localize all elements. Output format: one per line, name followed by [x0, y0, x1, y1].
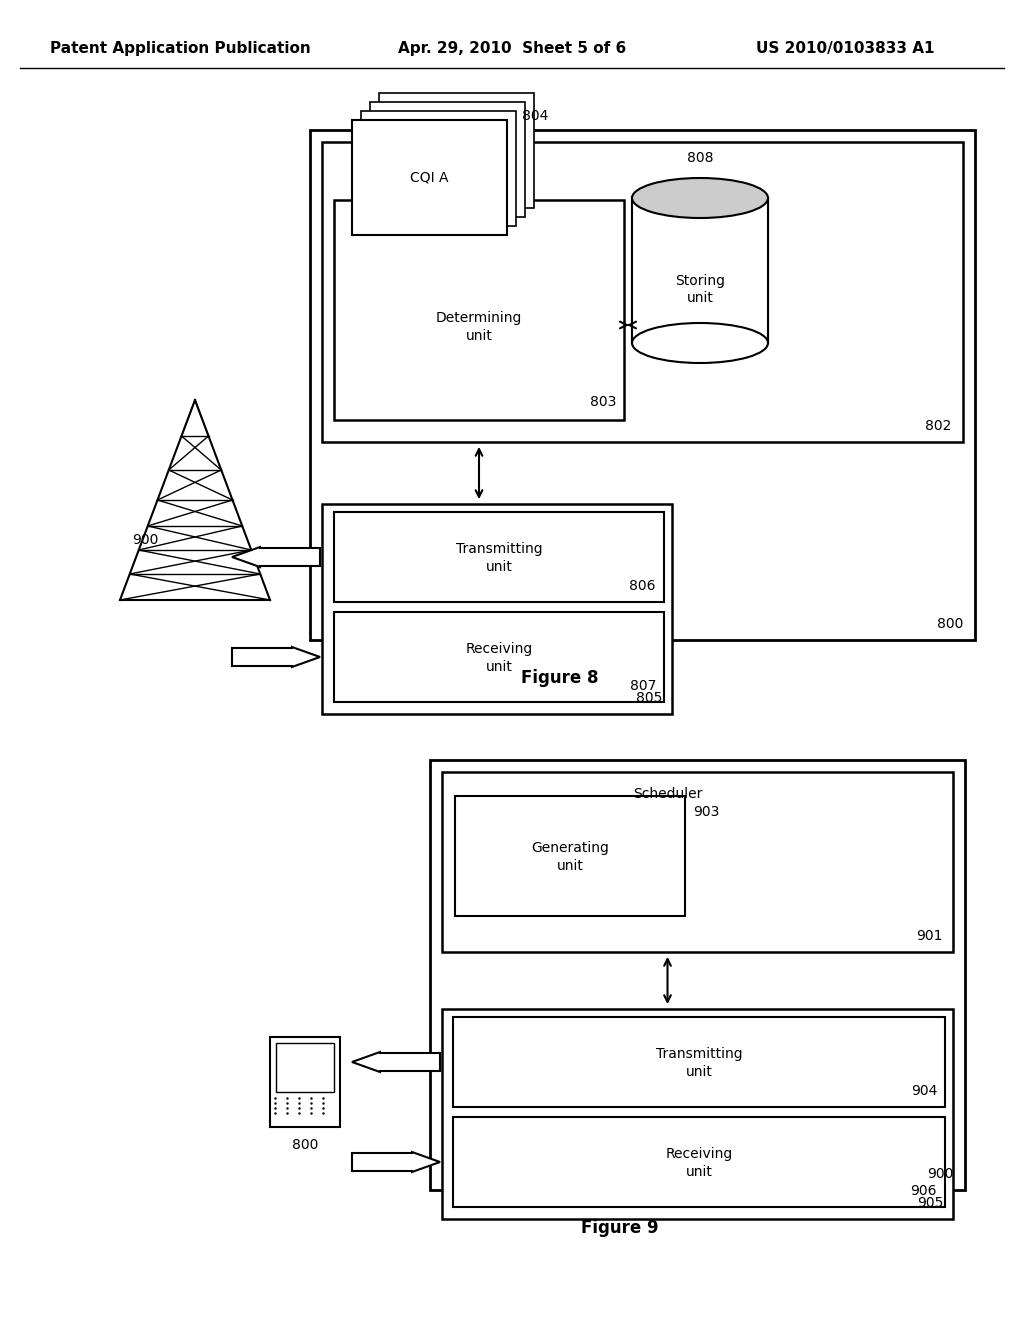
Text: Transmitting: Transmitting	[655, 1047, 742, 1061]
Bar	[430, 760, 965, 1191]
Text: 806: 806	[630, 579, 656, 593]
Text: 904: 904	[910, 1084, 937, 1098]
Bar	[370, 102, 525, 216]
Text: 802: 802	[925, 418, 951, 433]
Bar	[379, 92, 534, 209]
Polygon shape	[232, 647, 319, 667]
Bar	[322, 504, 672, 714]
Bar	[352, 120, 507, 235]
Polygon shape	[352, 1052, 440, 1072]
Text: Generating: Generating	[531, 841, 609, 855]
Text: 800: 800	[292, 1138, 318, 1152]
Bar	[310, 129, 975, 640]
Text: Patent Application Publication: Patent Application Publication	[49, 41, 310, 55]
Bar	[334, 201, 624, 420]
Text: Apr. 29, 2010  Sheet 5 of 6: Apr. 29, 2010 Sheet 5 of 6	[398, 41, 626, 55]
Bar	[276, 1043, 334, 1092]
Text: unit: unit	[685, 1065, 713, 1078]
Polygon shape	[352, 1152, 440, 1172]
Text: Scheduler: Scheduler	[633, 787, 702, 801]
Text: unit: unit	[686, 292, 714, 305]
Text: 807: 807	[630, 678, 656, 693]
Bar	[455, 796, 685, 916]
Text: Storing: Storing	[675, 273, 725, 288]
Text: unit: unit	[485, 560, 512, 574]
Ellipse shape	[632, 323, 768, 363]
Text: 803: 803	[590, 395, 616, 409]
Ellipse shape	[632, 178, 768, 218]
Text: 900: 900	[132, 533, 158, 546]
Text: US 2010/0103833 A1: US 2010/0103833 A1	[756, 41, 934, 55]
Bar	[361, 111, 516, 226]
Polygon shape	[232, 546, 319, 568]
Bar	[632, 198, 768, 343]
Bar	[322, 143, 963, 442]
Text: Transmitting: Transmitting	[456, 543, 543, 556]
Text: unit: unit	[557, 859, 584, 873]
Bar	[442, 772, 953, 952]
Text: Receiving: Receiving	[465, 642, 532, 656]
Text: unit: unit	[466, 329, 493, 343]
Text: 903: 903	[693, 805, 720, 818]
Text: 900: 900	[927, 1167, 953, 1181]
Text: 804: 804	[522, 110, 548, 123]
Bar	[453, 1117, 945, 1206]
Text: unit: unit	[685, 1166, 713, 1179]
Bar	[334, 612, 664, 702]
Bar	[453, 1016, 945, 1107]
Text: 805: 805	[636, 690, 662, 705]
Text: 906: 906	[910, 1184, 937, 1199]
Bar	[334, 512, 664, 602]
Text: Determining: Determining	[436, 312, 522, 325]
Text: CQI A: CQI A	[411, 170, 449, 185]
Text: 905: 905	[916, 1196, 943, 1210]
Text: 800: 800	[937, 616, 963, 631]
Text: 808: 808	[687, 150, 714, 165]
Text: Receiving: Receiving	[666, 1147, 732, 1162]
Text: Figure 8: Figure 8	[521, 669, 599, 686]
Text: Figure 9: Figure 9	[582, 1218, 658, 1237]
Bar	[270, 1038, 340, 1127]
Text: unit: unit	[485, 660, 512, 675]
Bar	[442, 1008, 953, 1218]
Text: 901: 901	[916, 929, 943, 942]
